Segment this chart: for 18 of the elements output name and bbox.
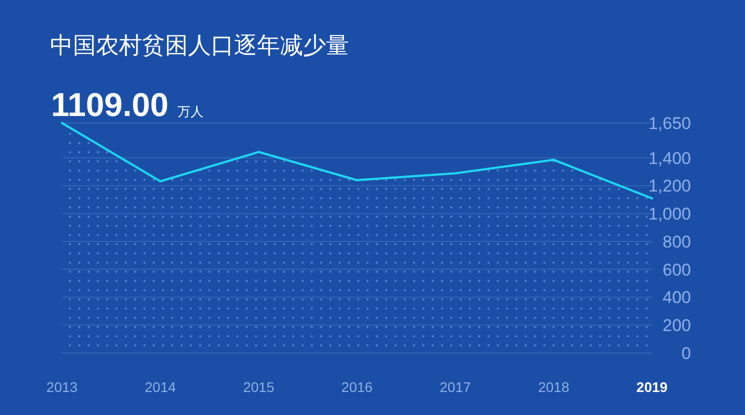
y-tick-label: 1,000 <box>648 204 691 224</box>
chart-title: 中国农村贫困人口逐年减少量 <box>50 32 349 58</box>
y-tick-label: 200 <box>662 316 691 336</box>
y-tick-label: 800 <box>662 232 691 252</box>
x-tick-label: 2019 <box>636 378 668 395</box>
x-tick-label: 2017 <box>440 378 472 395</box>
y-tick-label: 1,400 <box>648 148 691 168</box>
x-tick-label: 2013 <box>46 378 78 395</box>
x-tick-label: 2015 <box>243 378 274 395</box>
y-tick-label: 0 <box>682 344 691 363</box>
y-tick-label: 1,650 <box>648 114 691 133</box>
x-tick-label: 2014 <box>144 378 176 395</box>
y-tick-label: 400 <box>662 288 691 308</box>
y-tick-label: 1,200 <box>648 176 691 196</box>
x-tick-label: 2018 <box>538 378 570 395</box>
y-tick-label: 600 <box>662 260 691 280</box>
annotation: 1109.00 万人 <box>51 86 204 123</box>
x-tick-label: 2016 <box>341 378 373 395</box>
